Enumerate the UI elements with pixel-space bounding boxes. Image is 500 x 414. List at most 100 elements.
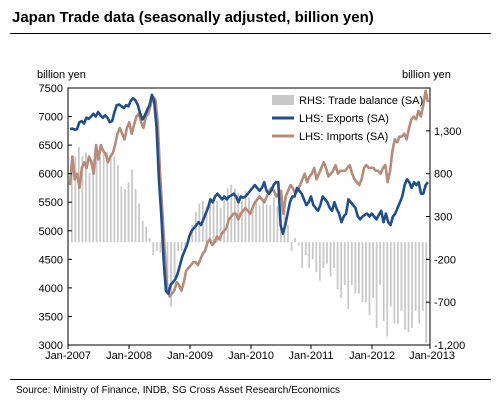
trade-balance-bar — [77, 147, 80, 243]
right-tick-label: -1,200 — [434, 340, 465, 352]
trade-balance-bar — [145, 226, 148, 243]
trade-balance-bar — [99, 156, 102, 243]
trade-balance-bar — [177, 242, 179, 251]
trade-balance-bar — [230, 184, 233, 243]
trade-balance-bar — [350, 242, 353, 286]
trade-balance-bar — [244, 190, 247, 243]
trade-balance-bar — [95, 152, 98, 243]
trade-balance-bar — [159, 242, 162, 253]
trade-balance-bar — [223, 195, 226, 243]
trade-balance-bar — [209, 203, 211, 243]
title-rule — [10, 33, 491, 34]
trade-balance-bar — [120, 186, 123, 243]
exports-line — [69, 93, 430, 295]
trade-balance-bar — [361, 242, 364, 303]
trade-balance-bar — [152, 242, 155, 256]
trade-balance-bar — [329, 242, 332, 277]
trade-balance-bar — [396, 242, 399, 324]
trade-balance-bar — [241, 201, 243, 243]
right-tick-label: 800 — [434, 169, 452, 181]
trade-balance-bar — [74, 156, 77, 243]
trade-balance-bar — [340, 242, 343, 298]
x-tick-label: Jan-2011 — [288, 350, 333, 362]
trade-balance-bar — [233, 188, 236, 243]
trade-balance-bar — [389, 242, 392, 307]
x-tick-label: Jan-2008 — [106, 350, 152, 362]
trade-balance-bar — [155, 242, 158, 251]
trade-balance-bar — [106, 152, 109, 243]
right-tick-label: -200 — [434, 254, 456, 266]
trade-balance-bar — [311, 242, 314, 260]
trade-balance-bar — [191, 225, 194, 243]
left-tick-label: 7000 — [39, 112, 63, 124]
trade-balance-bar — [219, 207, 222, 243]
trade-balance-bar — [276, 206, 279, 243]
trade-balance-bar — [326, 242, 328, 264]
trade-balance-bar — [393, 242, 396, 324]
source-rule — [10, 379, 491, 380]
x-tick-label: Jan-2013 — [409, 350, 455, 362]
trade-balance-bar — [248, 197, 250, 243]
trade-balance-bar — [216, 201, 218, 243]
trade-balance-bar — [226, 188, 229, 243]
trade-balance-bar — [265, 204, 268, 243]
trade-balance-bar — [358, 242, 360, 294]
trade-balance-bar — [166, 242, 169, 294]
trade-balance-bar — [180, 242, 183, 251]
legend: RHS: Trade balance (SA) LHS: Exports (SA)… — [272, 95, 423, 143]
left-tick-label: 6500 — [39, 140, 63, 152]
trade-balance-bar — [304, 242, 307, 256]
right-tick-label: 1,300 — [434, 126, 462, 138]
series-lines — [68, 89, 430, 298]
trade-balance-bars — [70, 147, 428, 344]
left-tick-label: 3000 — [39, 340, 63, 352]
trade-balance-bar — [116, 165, 119, 243]
trade-balance-bar — [92, 159, 94, 243]
trade-balance-bar — [400, 242, 403, 311]
left-tick-label: 5000 — [39, 226, 63, 238]
x-tick-label: Jan-2009 — [167, 350, 213, 362]
trade-balance-bar — [251, 204, 254, 243]
left-tick-label: 3500 — [39, 311, 63, 323]
trade-balance-bar — [294, 237, 296, 243]
trade-balance-bar — [301, 242, 304, 268]
trade-balance-bar — [102, 149, 105, 243]
right-tick-label: -700 — [434, 297, 456, 309]
trade-balance-bar — [354, 242, 357, 294]
trade-balance-bar — [375, 242, 378, 328]
right-tick-label: 300 — [434, 212, 452, 224]
trade-balance-bar — [170, 242, 172, 307]
x-tick-label: Jan-2007 — [45, 350, 91, 362]
trade-balance-bar — [134, 189, 137, 243]
trade-balance-bar — [297, 242, 300, 246]
left-tick-label: 4500 — [39, 254, 63, 266]
chart-title: Japan Trade data (seasonally adjusted, b… — [12, 9, 374, 26]
trade-balance-bar — [138, 203, 140, 243]
trade-balance-bar — [343, 242, 346, 286]
legend-label: RHS: Trade balance (SA) — [299, 95, 423, 107]
left-tick-label: 7500 — [39, 83, 63, 95]
trade-balance-bar — [411, 242, 413, 328]
trade-balance-bar — [148, 237, 151, 243]
trade-balance-bar — [315, 242, 318, 273]
trade-balance-bar — [113, 156, 116, 243]
trade-balance-bar — [127, 182, 130, 243]
trade-balance-bar — [124, 189, 126, 243]
trade-balance-bar — [131, 169, 133, 243]
trade-balance-bar — [109, 153, 112, 243]
trade-balance-bar — [269, 205, 272, 243]
left-tick-label: 6000 — [39, 169, 63, 181]
trade-balance-bar — [425, 242, 428, 344]
trade-balance-bar — [258, 205, 261, 243]
left-tick-label: 4000 — [39, 283, 63, 295]
trade-balance-bar — [322, 242, 325, 268]
trade-balance-bar — [319, 242, 321, 281]
left-tick-label: 5500 — [39, 197, 63, 209]
axes: 7500 7000 6500 6000 5500 5000 4500 4000 3500 3000… — [39, 83, 466, 362]
trade-balance-bar — [407, 242, 410, 333]
trade-balance-bar — [290, 242, 293, 251]
right-axis-label: billion yen — [402, 69, 451, 81]
trade-balance-bar — [272, 197, 275, 243]
x-tick-label: Jan-2012 — [349, 350, 395, 362]
